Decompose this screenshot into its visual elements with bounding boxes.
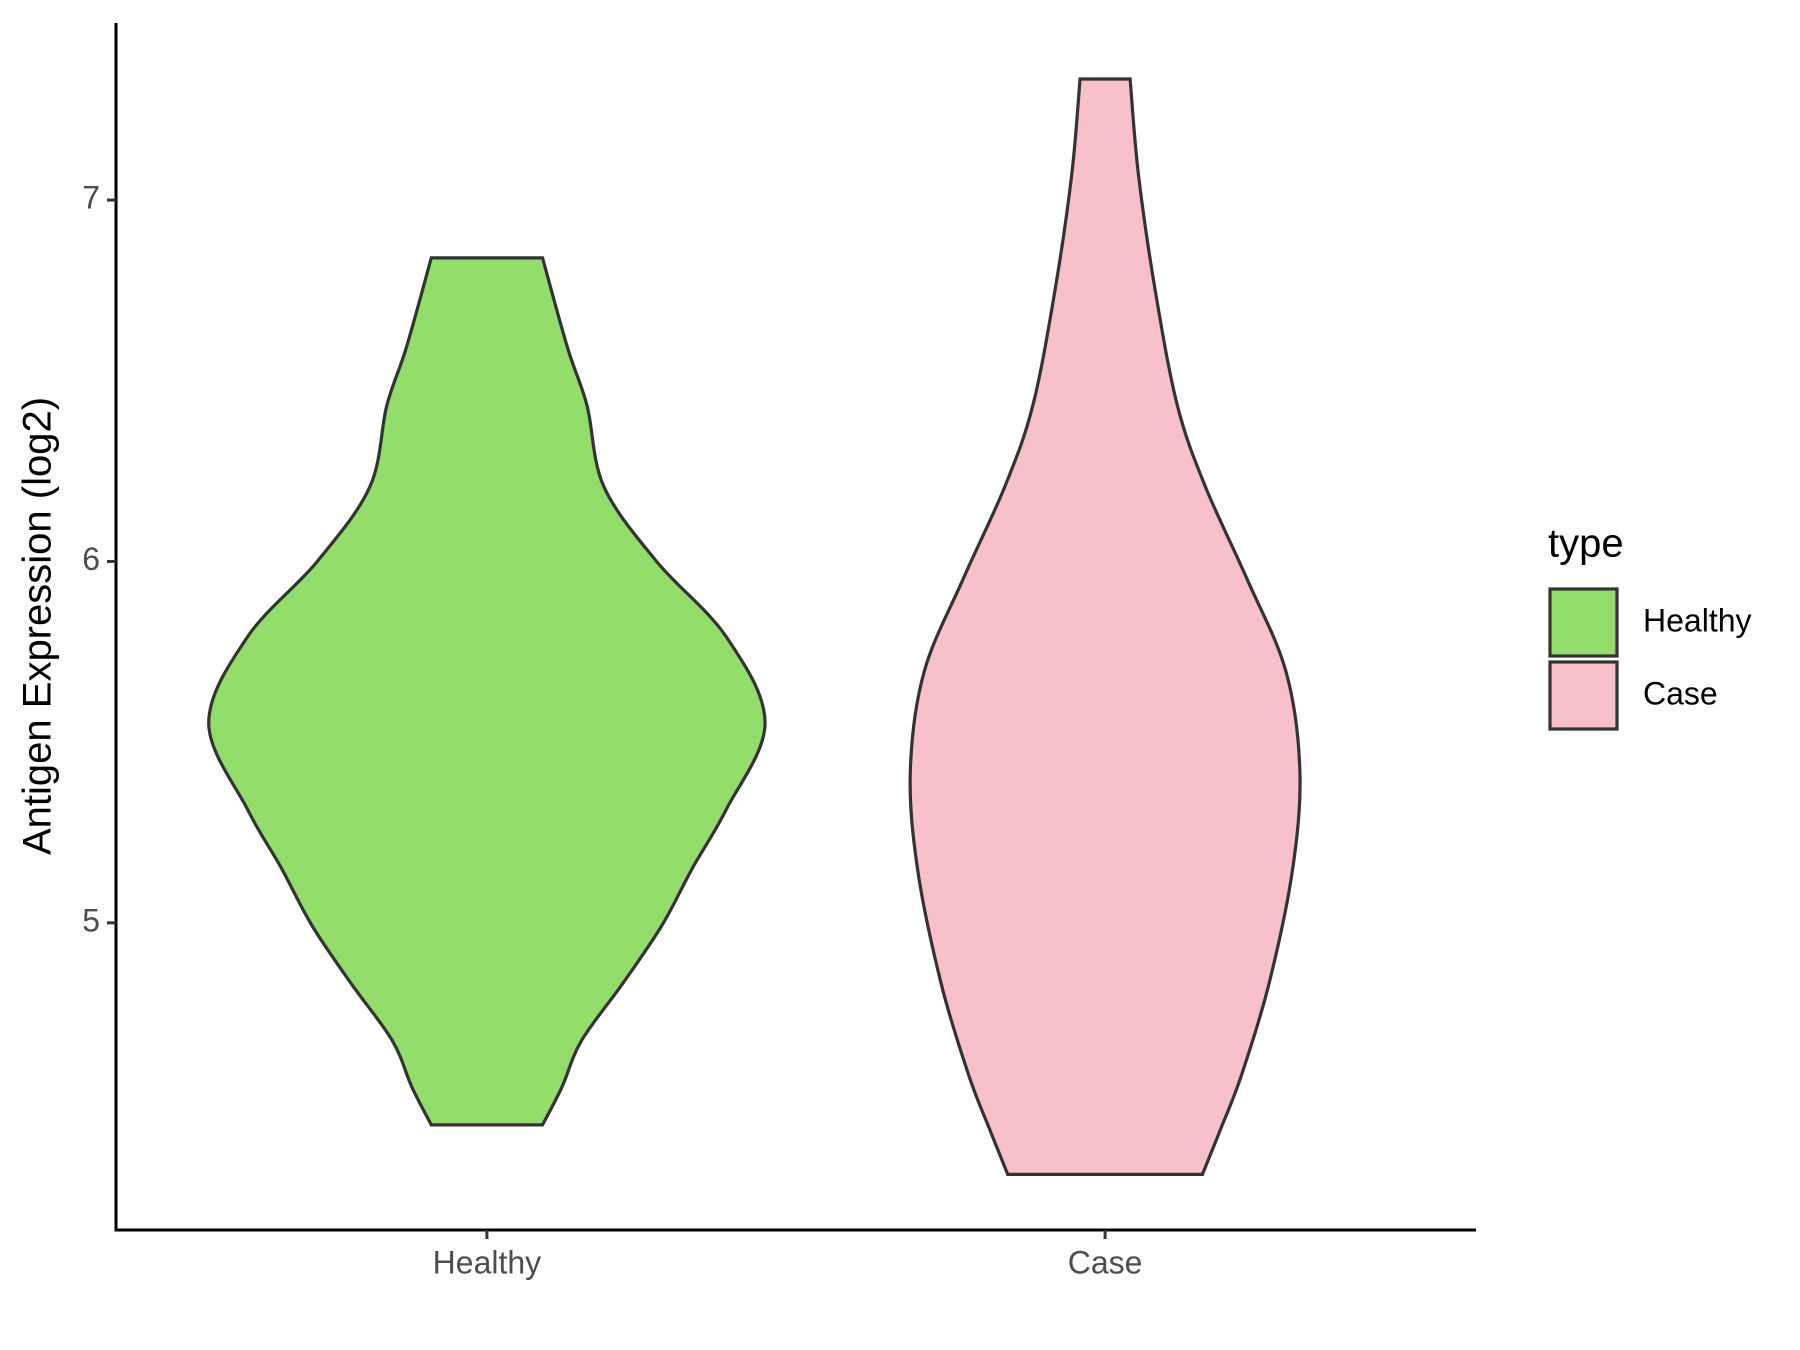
violin — [207, 256, 767, 1127]
legend-label: Healthy — [1643, 602, 1752, 638]
legend-key — [1548, 587, 1619, 658]
x-tick-label: Healthy — [433, 1244, 542, 1280]
violin — [908, 77, 1302, 1176]
y-axis-title: Antigen Expression (log2) — [16, 397, 60, 855]
y-tick-label: 5 — [82, 902, 100, 938]
x-tick-label: Case — [1068, 1244, 1143, 1280]
y-tick-label: 7 — [82, 180, 100, 216]
legend-title: type — [1548, 522, 1624, 566]
y-tick-label: 6 — [82, 541, 100, 577]
legend-label: Case — [1643, 675, 1718, 711]
legend-key — [1548, 660, 1619, 731]
